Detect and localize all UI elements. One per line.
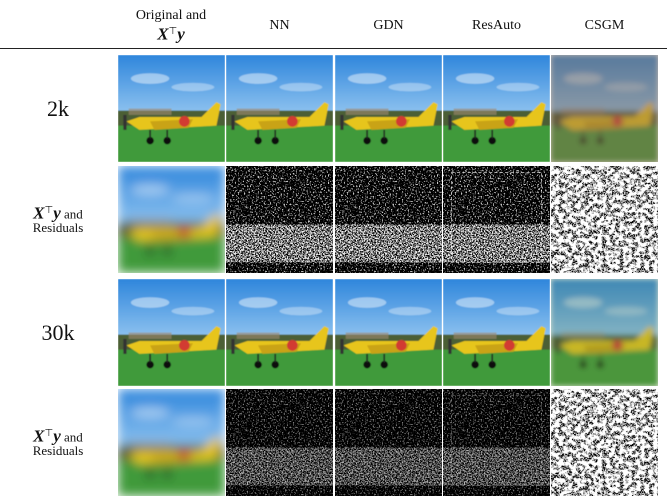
residual-noise xyxy=(335,447,442,486)
plane-image xyxy=(118,166,225,273)
image-cell xyxy=(443,55,550,162)
row-label-text: and xyxy=(64,206,83,222)
image-cell xyxy=(226,166,333,273)
math-var: y xyxy=(53,203,61,223)
residual-noise xyxy=(335,224,442,263)
header-rule xyxy=(0,48,667,49)
row-label: X⊤y and Residuals xyxy=(0,166,116,273)
residual-noise xyxy=(551,166,658,273)
math-base: X xyxy=(33,203,45,223)
column-header: ResAuto xyxy=(472,18,521,33)
grid-artifact xyxy=(451,171,542,263)
column-header: GDN xyxy=(373,18,404,33)
plane-image xyxy=(335,279,442,386)
residual-noise xyxy=(443,224,550,263)
plane-image xyxy=(226,279,333,386)
header-text: Original and xyxy=(135,7,207,23)
plane-image xyxy=(118,279,225,386)
row-label-line: Residuals xyxy=(32,443,84,459)
math-base: X xyxy=(33,426,45,446)
image-cell xyxy=(335,279,442,386)
image-cell xyxy=(118,279,225,386)
row-label: 30k xyxy=(0,279,116,386)
header-math: X⊤y xyxy=(157,24,185,45)
tint xyxy=(551,55,658,162)
image-cell xyxy=(551,55,658,162)
grid-artifact xyxy=(451,394,542,486)
math-sup: ⊤ xyxy=(44,204,54,216)
image-cell xyxy=(443,166,550,273)
row-label-line: X⊤y and xyxy=(33,204,83,221)
row-label-text: and xyxy=(64,429,83,445)
image-cell xyxy=(226,279,333,386)
math-var: y xyxy=(53,426,61,446)
image-cell xyxy=(226,389,333,496)
plane-image xyxy=(443,55,550,162)
image-cell xyxy=(226,55,333,162)
math-sup: ⊤ xyxy=(44,427,54,439)
first-column-header: Original and X⊤y xyxy=(118,6,224,46)
image-cell xyxy=(551,279,658,386)
row-label-text: 30k xyxy=(41,319,75,345)
plane-image xyxy=(118,389,225,496)
row-label-text: 2k xyxy=(47,95,69,121)
image-cell xyxy=(335,55,442,162)
row-label: X⊤y and Residuals xyxy=(0,389,116,496)
math-sup: ⊤ xyxy=(168,25,178,37)
column-header: CSGM xyxy=(584,18,625,33)
residual-noise xyxy=(443,447,550,486)
image-cell xyxy=(118,389,225,496)
row-label: 2k xyxy=(0,55,116,162)
row-label-line: Residuals xyxy=(32,220,84,236)
image-cell xyxy=(118,55,225,162)
plane-image xyxy=(335,55,442,162)
residual-noise xyxy=(551,389,658,496)
image-cell xyxy=(443,279,550,386)
tint xyxy=(551,279,658,386)
residual-noise xyxy=(226,447,333,486)
plane-image xyxy=(226,55,333,162)
image-cell xyxy=(551,389,658,496)
image-cell xyxy=(443,389,550,496)
image-cell xyxy=(335,166,442,273)
image-cell xyxy=(118,166,225,273)
residual-noise xyxy=(226,224,333,263)
math-base: X xyxy=(157,24,169,44)
plane-image xyxy=(443,279,550,386)
row-label-line: X⊤y and xyxy=(33,427,83,444)
plane-image xyxy=(118,55,225,162)
math-var: y xyxy=(177,24,185,44)
column-header: NN xyxy=(269,18,290,33)
image-cell xyxy=(551,166,658,273)
image-cell xyxy=(335,389,442,496)
